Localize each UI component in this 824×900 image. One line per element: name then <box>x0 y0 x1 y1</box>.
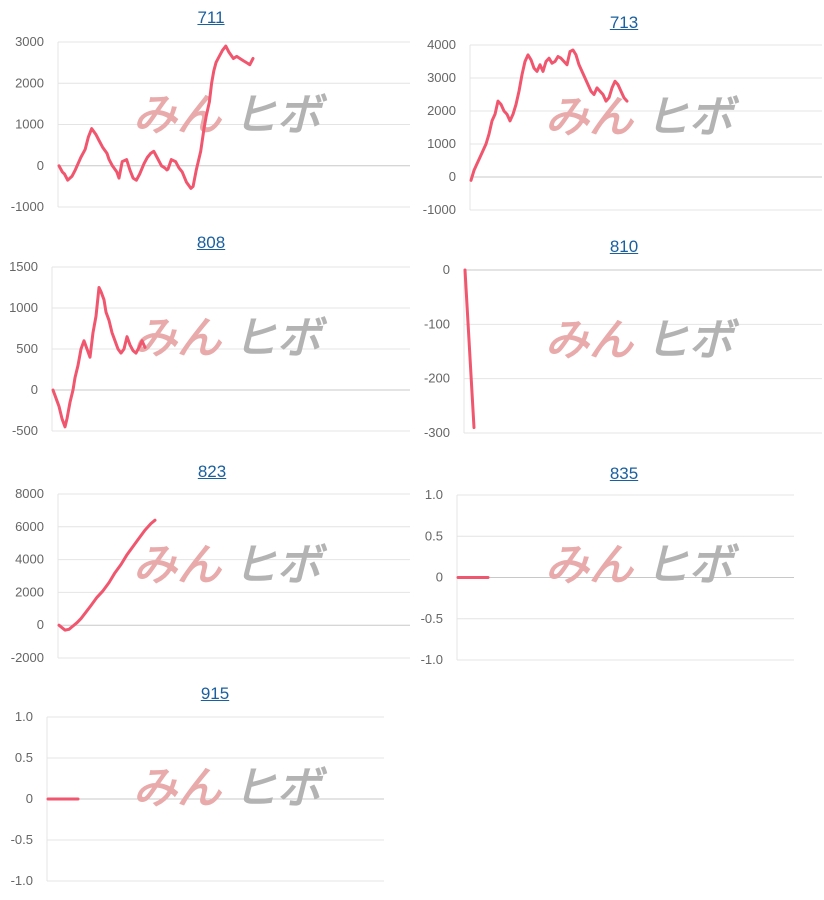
svg-text:ヒボ: ヒボ <box>645 541 740 590</box>
chart-title-link[interactable]: 713 <box>609 13 639 32</box>
y-tick-label: -0.5 <box>11 832 33 847</box>
svg-text:みん: みん <box>133 764 223 813</box>
svg-text:ヒボ: ヒボ <box>233 314 328 363</box>
y-tick-label: 2000 <box>15 584 44 599</box>
svg-text:ヒボ: ヒボ <box>233 91 328 140</box>
chart-panel: 4000 3000 2000 1000 0 -1000 みん ヒボ 713 <box>412 0 824 225</box>
y-tick-label: 0.5 <box>425 528 443 543</box>
svg-text:ヒボ: ヒボ <box>233 764 328 813</box>
y-tick-label: 500 <box>16 341 38 356</box>
y-tick-label: -500 <box>12 423 38 438</box>
chart-title-link[interactable]: 835 <box>609 464 639 483</box>
chart-panel: 1500 1000 500 0 -500 みん ヒボ 808 <box>0 225 412 450</box>
series-line <box>469 48 629 182</box>
y-tick-label: 0 <box>436 570 443 585</box>
y-tick-label: 1500 <box>9 259 38 274</box>
chart-svg: 1500 1000 500 0 -500 みん ヒボ <box>9 259 410 438</box>
y-tick-label: -1000 <box>423 202 456 217</box>
watermark-logo: みん ヒボ <box>133 91 328 140</box>
chart-svg: 1.0 0.5 0 -0.5 -1.0 みん ヒボ <box>11 709 384 888</box>
svg-text:みん: みん <box>545 316 635 365</box>
svg-text:みん: みん <box>133 314 223 363</box>
chart-title-link[interactable]: 915 <box>200 684 230 703</box>
y-tick-label: 1.0 <box>425 487 443 502</box>
chart-svg: 8000 6000 4000 2000 0 -2000 みん ヒボ <box>11 486 410 665</box>
svg-text:ヒボ: ヒボ <box>645 93 740 142</box>
y-tick-label: -0.5 <box>421 611 443 626</box>
chart-svg: 3000 2000 1000 0 -1000 みん ヒボ <box>11 34 410 214</box>
y-tick-label: -2000 <box>11 650 44 665</box>
chart-panel: 0 -100 -200 -300 みん ヒボ 810 <box>412 225 824 450</box>
y-tick-label: -1.0 <box>421 652 443 667</box>
svg-text:みん: みん <box>133 91 223 140</box>
y-tick-label: 1.0 <box>15 709 33 724</box>
svg-text:みん: みん <box>545 541 635 590</box>
chart-title-link[interactable]: 810 <box>609 237 639 256</box>
y-tick-label: 0 <box>26 791 33 806</box>
watermark-logo: みん ヒボ <box>133 764 328 813</box>
series-line <box>57 518 157 632</box>
chart-svg: 1.0 0.5 0 -0.5 -1.0 みん ヒボ <box>421 487 794 667</box>
y-tick-label: -1.0 <box>11 873 33 888</box>
y-tick-label: -100 <box>424 316 450 331</box>
y-tick-label: 0 <box>37 158 44 173</box>
series-line <box>51 286 147 429</box>
y-tick-label: 4000 <box>15 552 44 567</box>
y-tick-label: 1000 <box>9 300 38 315</box>
chart-panel: 1.0 0.5 0 -0.5 -1.0 みん ヒボ 835 <box>412 450 824 675</box>
y-tick-label: -1000 <box>11 199 44 214</box>
y-tick-label: 4000 <box>427 37 456 52</box>
y-tick-label: 6000 <box>15 519 44 534</box>
svg-text:ヒボ: ヒボ <box>233 541 328 590</box>
svg-text:みん: みん <box>133 541 223 590</box>
chart-title-link[interactable]: 823 <box>197 462 227 481</box>
y-tick-label: 0.5 <box>15 750 33 765</box>
watermark-logo: みん ヒボ <box>545 316 740 365</box>
svg-text:ヒボ: ヒボ <box>645 316 740 365</box>
y-tick-label: 3000 <box>427 70 456 85</box>
y-tick-label: -200 <box>424 371 450 386</box>
y-tick-label: 0 <box>37 617 44 632</box>
chart-svg: 0 -100 -200 -300 みん ヒボ <box>424 262 822 440</box>
y-tick-label: 1000 <box>15 117 44 132</box>
y-tick-label: 3000 <box>15 34 44 49</box>
y-tick-label: 1000 <box>427 136 456 151</box>
chart-title-link[interactable]: 711 <box>197 8 225 27</box>
y-tick-label: 0 <box>443 262 450 277</box>
svg-text:みん: みん <box>545 93 635 142</box>
y-tick-label: 0 <box>31 382 38 397</box>
chart-panel: 8000 6000 4000 2000 0 -2000 みん ヒボ 823 <box>0 450 412 675</box>
y-tick-label: 2000 <box>427 103 456 118</box>
watermark-logo: みん ヒボ <box>545 93 740 142</box>
watermark-logo: みん ヒボ <box>545 541 740 590</box>
series-line <box>463 268 476 430</box>
watermark-logo: みん ヒボ <box>133 314 328 363</box>
watermark-logo: みん ヒボ <box>133 541 328 590</box>
y-tick-label: 0 <box>449 169 456 184</box>
y-tick-label: 2000 <box>15 75 44 90</box>
chart-panel: 1.0 0.5 0 -0.5 -1.0 みん ヒボ 915 <box>0 675 412 900</box>
chart-title-link[interactable]: 808 <box>196 233 226 252</box>
y-tick-label: -300 <box>424 425 450 440</box>
chart-svg: 4000 3000 2000 1000 0 -1000 みん ヒボ <box>423 37 822 217</box>
chart-panel: 3000 2000 1000 0 -1000 みん ヒボ 711 <box>0 0 412 225</box>
series-line <box>57 44 255 190</box>
y-tick-label: 8000 <box>15 486 44 501</box>
